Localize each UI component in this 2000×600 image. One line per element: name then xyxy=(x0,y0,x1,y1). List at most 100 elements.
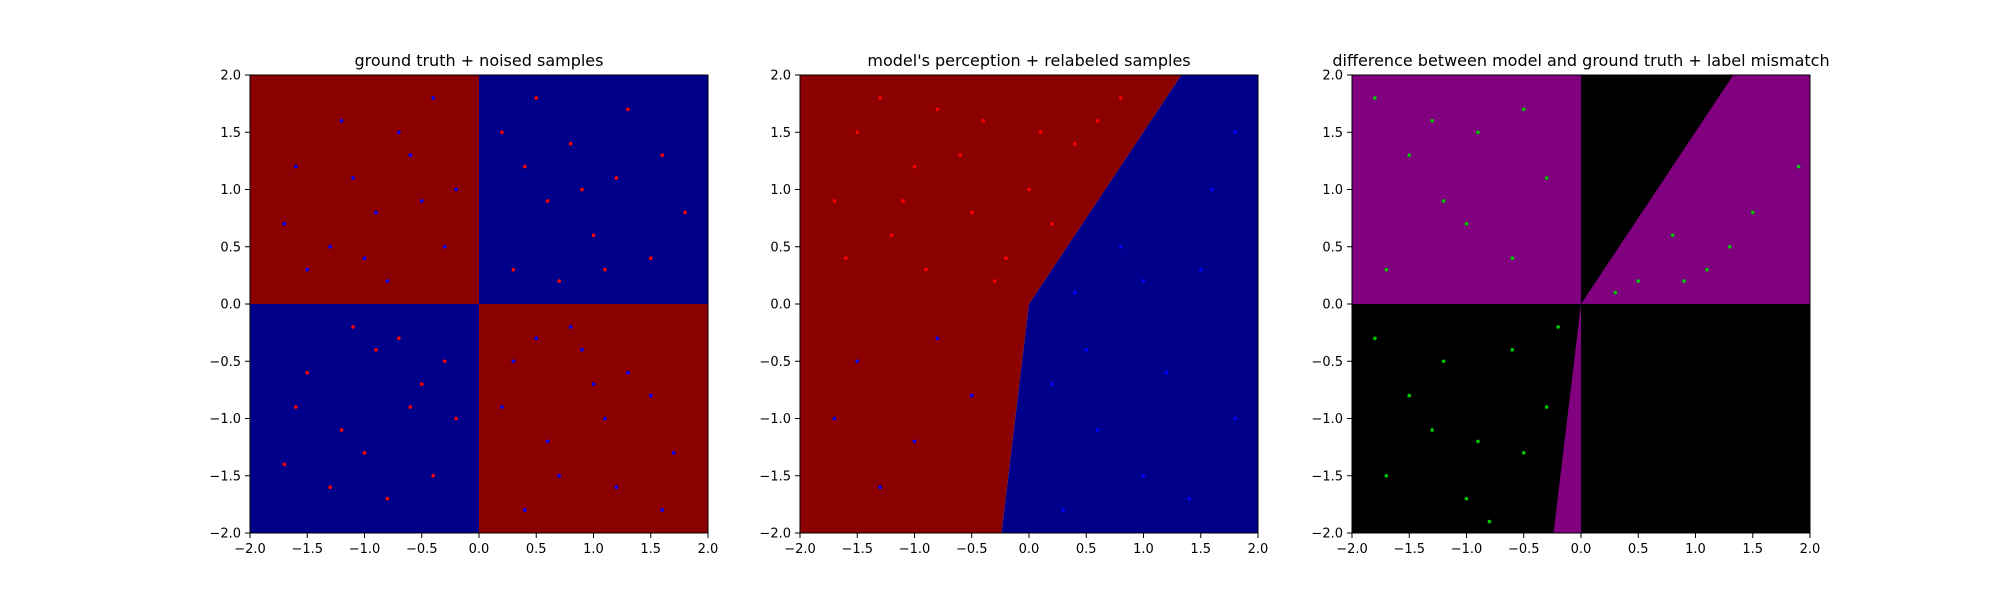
scatter-point xyxy=(981,119,985,123)
x-tick-label: −1.5 xyxy=(291,542,323,557)
scatter-point xyxy=(454,187,458,192)
scatter-point xyxy=(397,336,401,341)
scatter-point xyxy=(626,107,630,112)
y-tick-label: 1.5 xyxy=(220,126,241,141)
y-tick-label: 2.0 xyxy=(220,69,241,84)
decision-regions xyxy=(800,75,1258,533)
scatter-point xyxy=(419,199,424,203)
y-tick-label: −0.5 xyxy=(1311,355,1343,370)
scatter-point xyxy=(1510,348,1515,352)
x-tick-label: −2.0 xyxy=(1336,542,1368,557)
scatter-point xyxy=(958,153,963,157)
scatter-point xyxy=(328,244,332,249)
scatter-points xyxy=(1373,96,1801,524)
scatter-point xyxy=(328,485,332,490)
region-2 xyxy=(1352,75,1581,304)
scatter-point xyxy=(912,439,917,444)
scatter-point xyxy=(1464,496,1469,501)
x-tick-label: −1.0 xyxy=(349,542,381,557)
scatter-point xyxy=(878,96,882,100)
scatter-point xyxy=(614,176,619,180)
scatter-point xyxy=(855,130,860,135)
scatter-point xyxy=(1750,210,1755,215)
scatter-point xyxy=(614,485,619,490)
scatter-point xyxy=(832,199,837,203)
scatter-point xyxy=(1441,359,1446,364)
scatter-point xyxy=(534,336,539,341)
scatter-point xyxy=(580,187,584,192)
scatter-point xyxy=(1004,256,1008,261)
scatter-point xyxy=(397,130,401,135)
scatter-point xyxy=(534,96,539,100)
scatter-point xyxy=(912,164,917,169)
scatter-point xyxy=(1073,141,1077,146)
scatter-point xyxy=(523,164,527,169)
x-tick-label: 0.0 xyxy=(469,542,490,557)
scatter-point xyxy=(408,153,413,157)
y-tick-label: −1.0 xyxy=(759,412,791,427)
scatter-point xyxy=(431,96,436,100)
scatter-point xyxy=(294,164,298,169)
scatter-point xyxy=(362,451,367,455)
scatter-point xyxy=(1521,451,1526,455)
scatter-point xyxy=(832,416,837,421)
scatter-point xyxy=(1613,290,1618,295)
scatter-point xyxy=(1118,244,1123,249)
scatter-point xyxy=(568,325,573,329)
scatter-point xyxy=(557,473,561,478)
scatter-points xyxy=(832,96,1237,512)
scatter-point xyxy=(500,130,504,135)
decision-regions xyxy=(1352,75,1810,533)
region-1 xyxy=(800,75,1182,533)
scatter-point xyxy=(1670,233,1675,238)
scatter-point xyxy=(1728,244,1732,249)
scatter-point xyxy=(1384,473,1389,478)
scatter-point xyxy=(1384,267,1389,272)
region-3 xyxy=(250,304,479,533)
x-tick-label: −0.5 xyxy=(956,542,988,557)
x-tick-label: 0.0 xyxy=(1019,542,1040,557)
scatter-point xyxy=(1233,416,1237,421)
scatter-point xyxy=(305,267,310,272)
scatter-point xyxy=(454,416,458,421)
y-tick-label: 2.0 xyxy=(770,69,791,84)
scatter-point xyxy=(901,199,905,203)
x-tick-label: −1.0 xyxy=(899,542,931,557)
scatter-point xyxy=(1464,222,1469,226)
x-tick-label: −0.5 xyxy=(1508,542,1540,557)
scatter-point xyxy=(671,451,676,455)
scatter-point xyxy=(969,393,974,398)
scatter-point xyxy=(408,405,413,409)
y-tick-label: 0.0 xyxy=(770,298,791,313)
decision-regions xyxy=(250,75,708,533)
y-tick-label: −1.5 xyxy=(1311,469,1343,484)
x-tick-label: −2.0 xyxy=(784,542,816,557)
region-2 xyxy=(1001,75,1258,533)
scatter-point xyxy=(1084,348,1089,352)
region-3 xyxy=(1581,75,1810,304)
scatter-point xyxy=(603,416,607,421)
scatter-point xyxy=(545,439,550,444)
scatter-point xyxy=(1476,130,1480,135)
scatter-point xyxy=(1476,439,1480,444)
scatter-point xyxy=(1233,130,1237,135)
scatter-point xyxy=(924,267,928,272)
scatter-point xyxy=(1544,405,1549,409)
scatter-point xyxy=(1164,370,1169,375)
y-tick-label: 1.0 xyxy=(220,183,241,198)
x-tick-label: −2.0 xyxy=(234,542,266,557)
scatter-point xyxy=(1430,428,1434,432)
region-1 xyxy=(250,75,479,304)
scatter-point xyxy=(1073,290,1077,295)
scatter-point xyxy=(523,508,527,512)
scatter-point xyxy=(1407,393,1412,398)
x-tick-label: 1.5 xyxy=(1190,542,1211,557)
scatter-point xyxy=(935,336,940,341)
x-tick-label: −1.0 xyxy=(1451,542,1483,557)
scatter-point xyxy=(935,107,940,112)
scatter-point xyxy=(305,370,310,375)
chart-panels: −2.0 −1.5 −1.0 −0.5 0.0 0.5 1.0 1.5 2.0 −2.0 −1.5 −… xyxy=(209,51,1829,557)
scatter-point xyxy=(294,405,298,409)
scatter-point xyxy=(385,279,390,283)
